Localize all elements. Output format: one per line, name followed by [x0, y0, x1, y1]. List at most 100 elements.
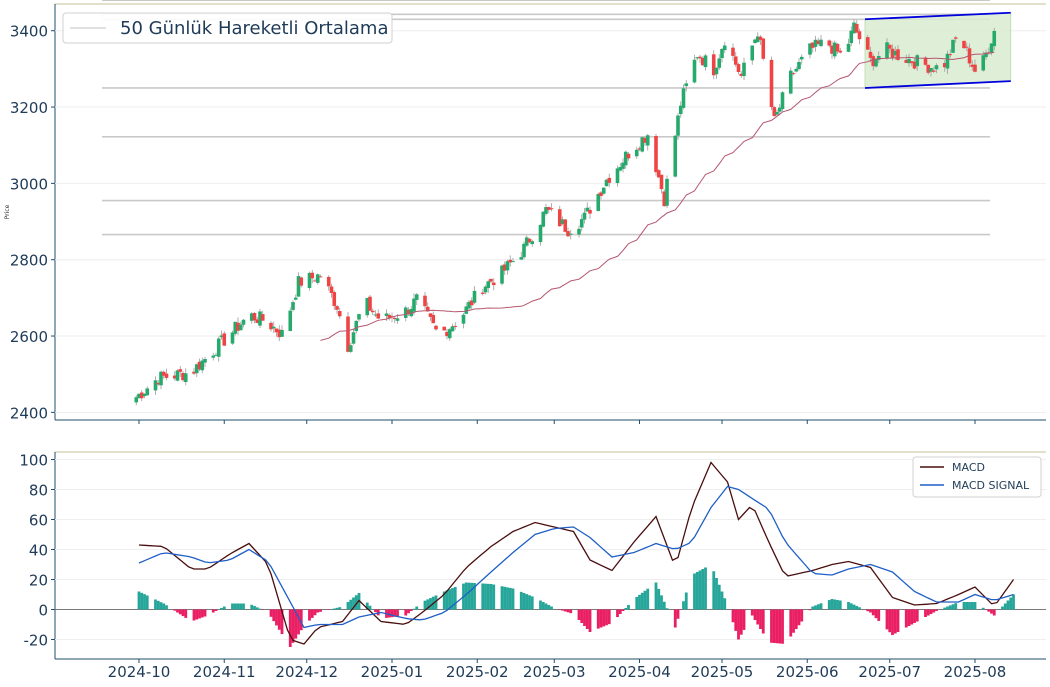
candle-body [214, 354, 218, 356]
macd-histogram-bar [871, 609, 875, 616]
macd-histogram-bar [368, 605, 372, 610]
macd-histogram-bar [781, 609, 784, 644]
candle-body [249, 313, 254, 321]
candle-body [354, 320, 359, 332]
macd-histogram-bar [486, 583, 490, 610]
macd-tick-label: 80 [29, 482, 48, 500]
macd-histogram-bar [528, 595, 531, 610]
macd-histogram-bar [288, 609, 292, 647]
candle-body [722, 45, 727, 51]
macd-histogram-bar [913, 609, 916, 623]
candle-body [816, 40, 821, 44]
candle-body [549, 208, 554, 210]
macd-histogram-bar [338, 607, 342, 610]
candle-body [753, 39, 757, 44]
macd-histogram-bar [195, 609, 199, 620]
macd-histogram-bar [442, 591, 446, 610]
candle-body [563, 219, 568, 232]
candle-body [623, 151, 628, 166]
candle-body [181, 372, 185, 381]
macd-histogram [137, 567, 1015, 647]
candle-body [992, 30, 997, 47]
macd-legend-label-macd: MACD [952, 461, 985, 474]
candle-body [299, 277, 304, 286]
candle-body [568, 233, 573, 235]
price-legend: 50 Günlük Hareketli Ortalama [62, 12, 393, 44]
macd-histogram-bar [816, 604, 820, 610]
candle-body [772, 107, 777, 117]
macd-histogram-bar [222, 606, 226, 610]
macd-histogram-bar [877, 609, 881, 621]
candle-body [409, 309, 414, 317]
macd-histogram-bar [750, 609, 754, 616]
candle-body [387, 314, 392, 319]
price-tick-label: 3200 [10, 99, 48, 117]
candle-body [601, 187, 606, 194]
macd-histogram-bar [231, 603, 234, 610]
macd-histogram-bar [423, 600, 427, 610]
macd-histogram-bar [627, 605, 630, 610]
candle-body [948, 54, 953, 56]
candle-body [964, 46, 969, 48]
candle-body [183, 373, 188, 383]
macd-histogram-bar [833, 599, 837, 610]
macd-histogram-bar [990, 609, 993, 614]
macd-histogram-bar [924, 609, 927, 617]
macd-legend: MACD MACD SIGNAL [912, 456, 1042, 498]
macd-legend-label-signal: MACD SIGNAL [952, 479, 1030, 492]
candle-body [775, 111, 779, 115]
candle-body [907, 58, 911, 64]
macd-histogram-bar [335, 607, 339, 610]
macd-histogram-bar [607, 609, 611, 625]
macd-histogram-bar [660, 595, 663, 610]
candle-body [876, 56, 881, 60]
macd-histogram-bar [407, 609, 410, 614]
candle-body [970, 64, 975, 67]
macd-histogram-bar [429, 598, 432, 610]
candle-body [164, 373, 169, 378]
candle-body [255, 319, 260, 323]
candle-body [467, 301, 471, 309]
macd-histogram-bar [789, 609, 793, 637]
candle-body [175, 370, 180, 381]
candle-body [731, 47, 735, 56]
candle-body [216, 338, 221, 357]
macd-histogram-bar [393, 609, 397, 617]
macd-histogram-bar [473, 583, 476, 610]
macd-histogram-bar [654, 582, 658, 610]
macd-histogram-bar [968, 602, 971, 610]
date-x-tick-labels: 2024-10 2024-11 2024-12 2025-01 2025-02 2025-… [108, 659, 1006, 681]
candle-body [615, 168, 620, 184]
candle-body [654, 136, 658, 173]
macd-histogram-bar [258, 608, 262, 610]
macd-histogram-bar [396, 609, 399, 617]
macd-histogram-bar [926, 609, 930, 616]
macd-histogram-bar [759, 609, 762, 629]
candle-body [604, 179, 609, 187]
macd-histogram-bar [448, 589, 452, 610]
macd-histogram-bar [770, 609, 773, 643]
candle-body [626, 153, 631, 159]
macd-histogram-bar [954, 603, 958, 610]
candle-body [412, 298, 416, 312]
candle-body [794, 68, 799, 72]
macd-histogram-bar [643, 590, 647, 610]
macd-histogram-bar [470, 582, 474, 610]
macd-histogram-bar [547, 605, 551, 610]
candle-body [414, 294, 419, 300]
macd-histogram-bar [349, 599, 353, 610]
macd-histogram-bar [704, 567, 707, 610]
price-tick-label: 3000 [10, 175, 48, 193]
candle-body [599, 192, 603, 196]
candle-body [491, 282, 496, 286]
macd-histogram-bar [792, 609, 795, 633]
macd-histogram-bar [712, 571, 716, 610]
candle-body [714, 67, 719, 75]
candle-body [596, 193, 601, 212]
macd-histogram-bar [583, 609, 586, 626]
candle-body [797, 61, 801, 70]
macd-histogram-bar [885, 609, 889, 630]
macd-histogram-bar [893, 609, 897, 634]
macd-histogram-bar [621, 609, 625, 611]
macd-histogram-bar [269, 609, 273, 617]
